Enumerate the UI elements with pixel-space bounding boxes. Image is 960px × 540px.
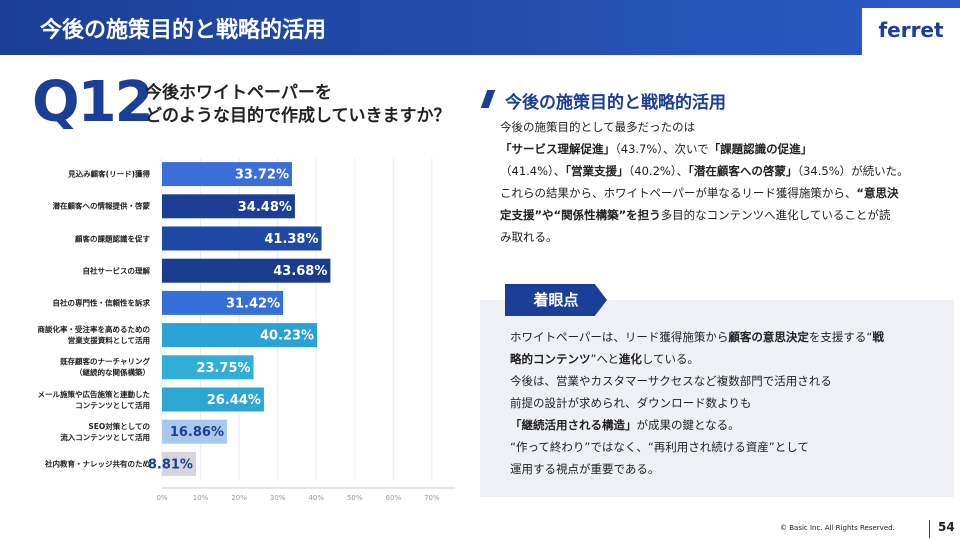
text-run: 今後の施策目的として最多だったのは	[500, 120, 696, 134]
slide-title: 今後の施策目的と戦略的活用	[40, 18, 327, 43]
question-number: Q12	[32, 70, 154, 135]
text-run: を支援する“	[808, 330, 873, 344]
text-line: 「継続活用される構造」が成果の鍵となる。	[510, 414, 884, 436]
value-label: 26.44%	[207, 393, 261, 408]
summary-text: 今後の施策目的として最多だったのは 「サービス理解促進」（43.7%）、次いで「課…	[500, 116, 909, 248]
category-label: 社内教育・ナレッジ共有のため	[45, 459, 150, 469]
category-label: メール施策や広告施策と連動した コンテンツとして活用	[37, 389, 151, 410]
text-run: ”へと	[590, 352, 619, 366]
value-label: 41.38%	[264, 232, 318, 247]
text-line: これらの結果から、ホワイトペーパーが単なるリード獲得施策から、“意思決	[500, 182, 909, 204]
text-run: （40.2%）、	[628, 164, 689, 178]
x-tick-label: 30%	[270, 494, 286, 502]
bar	[162, 258, 331, 283]
value-label: 8.81%	[148, 457, 193, 472]
text-run: （43.7%）、次いで	[615, 142, 709, 156]
category-label: 顧客の課題認識を促す	[75, 234, 150, 243]
text-run: 顧客の意思決定	[728, 330, 809, 344]
x-tick-label: 50%	[347, 494, 363, 502]
value-label: 31.42%	[226, 296, 280, 311]
text-line: み取れる。	[500, 226, 909, 248]
category-label: 自社の専門性・信頼性を訴求	[52, 298, 151, 308]
text-run: ホワイトペーパーは、リード獲得施策から	[510, 330, 729, 344]
value-label: 34.48%	[238, 200, 292, 215]
text-run: 「営業支援」	[565, 164, 629, 178]
bar	[162, 419, 227, 444]
category-label: 見込み顧客(リード)獲得	[68, 169, 150, 179]
text-run: （34.5%）が続いた。	[797, 164, 909, 178]
text-line: 今後は、営業やカスタマーサクセスなど複数部門で活用される	[510, 370, 884, 392]
question-text: 今後ホワイトペーパーを どのような目的で作成していきますか？	[145, 83, 451, 126]
category-label: 潜在顧客への情報提供・啓蒙	[52, 201, 151, 211]
text-run: 多目的なコンテンツへ進化していることが読	[660, 208, 891, 222]
text-line: （41.4%）、「営業支援」（40.2%）、「潜在顧客への啓蒙」（34.5%）が…	[500, 160, 909, 182]
text-line: 運用する視点が重要である。	[510, 458, 884, 480]
text-line: 「サービス理解促進」（43.7%）、次いで「課題認識の促進」	[500, 138, 909, 160]
value-label: 43.68%	[273, 264, 327, 279]
text-line: ホワイトペーパーは、リード獲得施策から顧客の意思決定を支援する“戦	[510, 326, 884, 348]
insight-text: ホワイトペーパーは、リード獲得施策から顧客の意思決定を支援する“戦 略的コンテンツ…	[510, 326, 884, 480]
x-tick-label: 60%	[386, 494, 402, 502]
text-run: 戦	[872, 330, 884, 344]
text-run: 今後は、営業やカスタマーサクセスなど複数部門で活用される	[510, 374, 832, 388]
text-run: （41.4%）、	[500, 164, 566, 178]
text-line: 略的コンテンツ”へと進化している。	[510, 348, 884, 370]
separator	[929, 520, 930, 538]
x-tick-label: 40%	[308, 494, 324, 502]
category-label: 自社サービスの理解	[82, 266, 151, 276]
bar	[162, 162, 292, 187]
text-run: 進化	[618, 352, 642, 366]
text-run: これらの結果から、ホワイトペーパーが単なるリード獲得施策から、	[500, 186, 857, 200]
category-label: 既存顧客のナーチャリング （継続的な関係構築）	[60, 357, 150, 378]
text-run: “意思決	[856, 186, 899, 200]
logo: ferret	[862, 8, 960, 55]
text-run: 「潜在顧客への啓蒙」	[688, 164, 798, 178]
copyright: © Basic Inc. All Rights Reserved.	[780, 524, 895, 532]
text-line: 定支援”や“関係性構築”を担う多目的なコンテンツへ進化していることが読	[500, 204, 909, 226]
text-line: 今後の施策目的として最多だったのは	[500, 116, 909, 138]
text-run: 前提の設計が求められ、ダウンロード数よりも	[510, 396, 752, 410]
bar	[162, 355, 254, 380]
chart: 0% 10% 20% 30% 40% 50% 60% 70% 33.72% 34.48% 41.38…	[148, 158, 455, 502]
page-number: 54	[938, 520, 955, 534]
bar	[162, 387, 264, 412]
text-run: 「課題認識の促進」	[708, 142, 813, 156]
x-tick-label: 10%	[193, 494, 209, 502]
x-tick-label: 70%	[424, 494, 440, 502]
category-label: 商談化率・受注率を高めるための 営業支援資料として活用	[37, 325, 151, 346]
text-run: 運用する視点が重要である。	[510, 462, 660, 476]
value-label: 23.75%	[196, 361, 250, 376]
category-label: SEO対策としての 流入コンテンツとして活用	[60, 421, 150, 442]
text-run: 定支援”や“関係性構築”を担う	[500, 208, 661, 222]
x-tick-label: 0%	[156, 494, 167, 502]
value-label: 40.23%	[260, 329, 314, 344]
value-label: 33.72%	[235, 168, 289, 183]
header-bar	[0, 0, 960, 55]
value-label: 16.86%	[170, 425, 224, 440]
bar	[162, 323, 318, 348]
x-tick-label: 20%	[231, 494, 247, 502]
insight-label: 着眼点	[505, 284, 607, 316]
text-line: “作って終わり”ではなく、“再利用され続ける資産”として	[510, 436, 884, 458]
bar	[162, 226, 322, 251]
summary-heading: 今後の施策目的と戦略的活用	[505, 93, 726, 113]
bar	[162, 194, 295, 219]
bar	[162, 451, 196, 476]
bar	[162, 290, 284, 315]
heading-icon	[480, 90, 496, 108]
insight-box	[480, 300, 954, 497]
text-run: “作って終わり”ではなく、“再利用され続ける資産”として	[510, 440, 809, 454]
text-run: 「継続活用される構造」	[510, 418, 637, 432]
text-run: が成果の鍵となる。	[636, 418, 740, 432]
text-run: 略的コンテンツ	[510, 352, 591, 366]
text-run: み取れる。	[500, 230, 558, 244]
text-run: 「サービス理解促進」	[500, 142, 615, 156]
text-line: 前提の設計が求められ、ダウンロード数よりも	[510, 392, 884, 414]
text-run: している。	[641, 352, 700, 366]
